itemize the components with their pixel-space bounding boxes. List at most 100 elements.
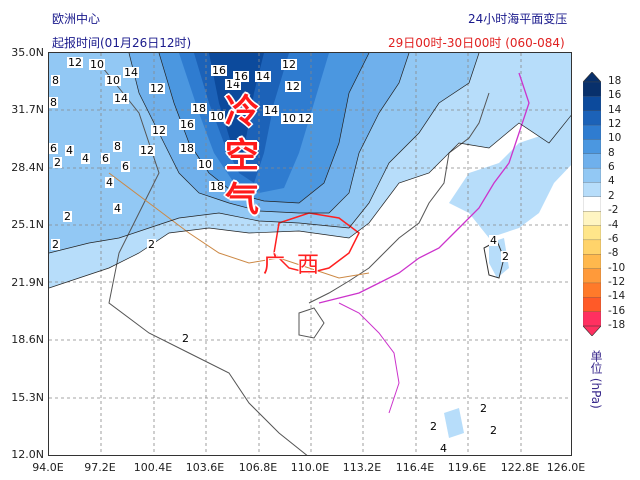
- colorbar-swatch: [583, 96, 601, 112]
- cold-air-char: 气: [225, 180, 259, 220]
- colorbar-level-label: 2: [608, 189, 615, 202]
- colorbar-level-label: 16: [608, 89, 622, 102]
- contour-label: 10: [89, 58, 105, 71]
- colorbar-swatch: [583, 167, 601, 183]
- contour-label: 18: [179, 142, 195, 155]
- lon-tick: 122.8E: [500, 461, 540, 474]
- region-char: 西: [297, 253, 320, 278]
- colorbar-level-label: -8: [608, 247, 619, 260]
- contour-label: 4: [81, 152, 90, 165]
- colorbar-level-label: 10: [608, 132, 622, 145]
- contour-label: 4: [489, 234, 498, 247]
- contour-lines: [49, 53, 571, 289]
- lon-tick: 103.6E: [185, 461, 225, 474]
- contour-label: 2: [147, 238, 156, 251]
- contour-label: 8: [49, 96, 58, 109]
- colorbar-level-label: -18: [608, 319, 626, 331]
- colorbar-swatch: [583, 153, 601, 169]
- contour-label: 14: [255, 70, 271, 83]
- contour-label: 12: [285, 80, 301, 93]
- colorbar-swatch: [583, 268, 601, 284]
- lon-tick: 100.4E: [133, 461, 173, 474]
- lat-tick: 28.4N: [11, 161, 44, 174]
- contour-label: 2: [53, 156, 62, 169]
- colorbar-swatch: [583, 239, 601, 255]
- colorbar-swatch: [583, 311, 601, 327]
- region-char: 广: [263, 253, 286, 278]
- lat-tick: 15.3N: [11, 391, 44, 404]
- contour-fill-16: [209, 53, 264, 163]
- contour-label: 2: [181, 332, 190, 345]
- contour-label: 14: [123, 66, 139, 79]
- contour-label: 10: [209, 110, 225, 123]
- colorbar-swatch: [583, 139, 601, 155]
- init-time: 起报时间(01月26日12时): [52, 36, 192, 50]
- colorbar-level-label: -6: [608, 232, 619, 245]
- colorbar-swatch: [583, 282, 601, 298]
- lon-tick: 119.6E: [447, 461, 487, 474]
- lon-tick: 116.4E: [395, 461, 435, 474]
- contour-label: 2: [501, 250, 510, 263]
- colorbar-swatch: [583, 254, 601, 270]
- contour-label: 8: [113, 140, 122, 153]
- cold-air-char: 空: [225, 136, 259, 176]
- contour-label: 10: [281, 112, 297, 125]
- contour-label: 4: [113, 202, 122, 215]
- contour-label: 12: [67, 56, 83, 69]
- colorbar-swatch: [583, 110, 601, 126]
- contour-fill-south: [444, 408, 464, 438]
- colorbar-arrow-bottom: [583, 325, 601, 336]
- contour-label: 16: [233, 70, 249, 83]
- colorbar-level-label: 6: [608, 161, 615, 174]
- lon-tick: 106.8E: [238, 461, 278, 474]
- colorbar: [583, 72, 601, 336]
- contour-label: 14: [113, 92, 129, 105]
- contour-label: 4: [105, 176, 114, 189]
- colorbar-level-label: 8: [608, 146, 615, 159]
- contour-label: 16: [179, 118, 195, 131]
- contour-label: 14: [263, 104, 279, 117]
- contour-label: 12: [149, 82, 165, 95]
- guangxi-boundary: [273, 212, 360, 274]
- contour-label: 2: [479, 402, 488, 415]
- lat-tick: 31.7N: [11, 103, 44, 116]
- colorbar-level-label: -4: [608, 218, 619, 231]
- contour-label: 6: [101, 152, 110, 165]
- boundaries: [98, 62, 530, 455]
- colorbar-swatch: [583, 196, 601, 212]
- colorbar-swatch: [583, 124, 601, 140]
- contour-label: 18: [191, 102, 207, 115]
- contour-label: 14: [225, 78, 241, 91]
- colorbar-level-label: 12: [608, 118, 622, 131]
- colorbar-level-label: -12: [608, 275, 626, 288]
- lat-tick: 35.0N: [11, 46, 44, 59]
- contour-fill-west: [49, 103, 109, 183]
- model-source: 欧洲中心: [52, 12, 101, 26]
- contour-label: 2: [51, 238, 60, 251]
- lat-lon-grid: [49, 53, 571, 455]
- colorbar-level-label: -10: [608, 261, 626, 274]
- cold-air-char: 冷: [225, 92, 259, 132]
- contour-label: 12: [151, 124, 167, 137]
- contour-label: 8: [51, 74, 60, 87]
- map-panel: 8 12 10 14 16 12 14 12 14 10 18 10 14 16…: [48, 52, 572, 456]
- colorbar-level-label: -14: [608, 290, 626, 303]
- lon-tick: 126.0E: [546, 461, 586, 474]
- lon-tick: 97.2E: [84, 461, 116, 474]
- colorbar-level-label: -16: [608, 304, 626, 317]
- colorbar-level-label: -2: [608, 204, 619, 217]
- contour-label: 12: [139, 144, 155, 157]
- colorbar-swatch: [583, 211, 601, 226]
- contour-fill-taiwan: [489, 238, 509, 278]
- lon-tick: 113.2E: [342, 461, 382, 474]
- contour-label: 2: [429, 420, 438, 433]
- valid-period: 29日00时-30日00时 (060-084): [388, 36, 565, 50]
- contour-label: 4: [65, 144, 74, 157]
- colorbar-swatch: [583, 225, 601, 241]
- contour-label: 2: [63, 210, 72, 223]
- lat-tick: 12.0N: [11, 448, 44, 461]
- lat-tick: 25.1N: [11, 218, 44, 231]
- colorbar-level-label: 14: [608, 103, 622, 116]
- contour-label: 6: [49, 142, 58, 155]
- lat-tick: 18.6N: [11, 333, 44, 346]
